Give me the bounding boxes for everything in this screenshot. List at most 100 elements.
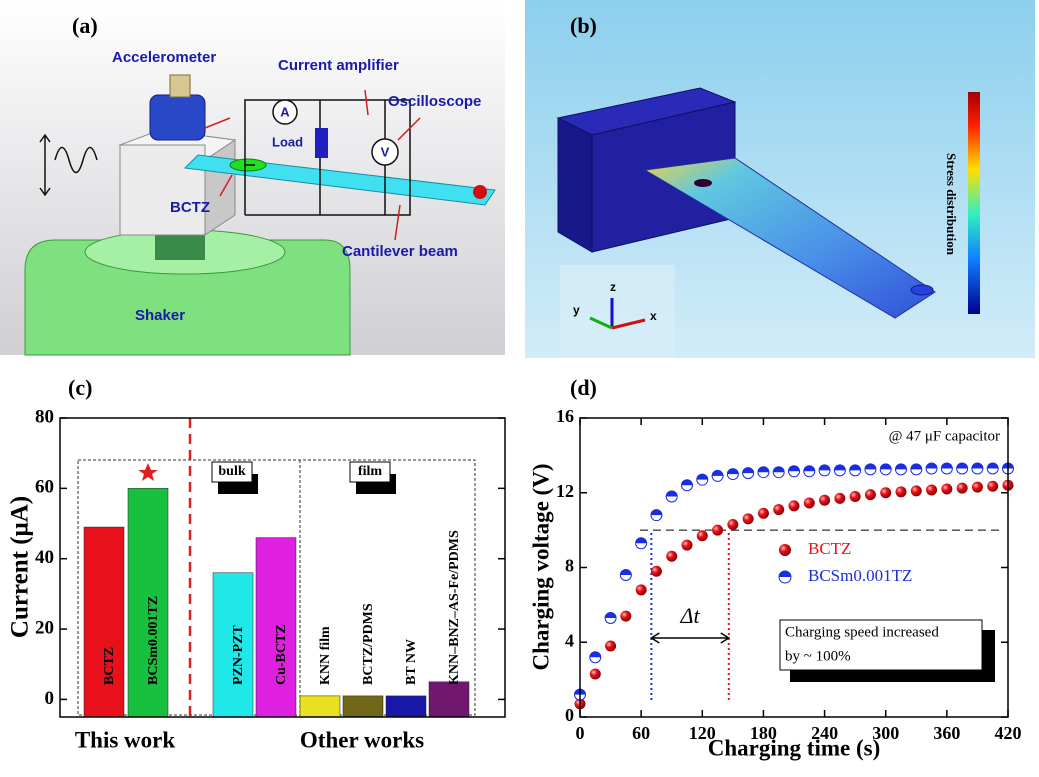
point xyxy=(940,462,953,475)
axis-label: y xyxy=(573,303,580,317)
category-label: PZN-PZT xyxy=(231,624,246,685)
point-half xyxy=(620,569,632,575)
y-tick-label: 0 xyxy=(565,705,574,725)
bar xyxy=(255,537,297,718)
point xyxy=(956,462,969,475)
point xyxy=(849,490,861,502)
bar xyxy=(385,695,427,718)
point-half xyxy=(727,468,739,475)
point xyxy=(834,492,846,504)
point-half xyxy=(650,509,662,516)
label: A xyxy=(280,104,290,119)
point-half xyxy=(681,479,693,486)
point xyxy=(635,584,647,596)
axis-y xyxy=(589,316,613,330)
panel-label: (a) xyxy=(72,13,98,38)
beam xyxy=(643,157,936,319)
point xyxy=(772,466,785,479)
point xyxy=(589,668,601,680)
point-half xyxy=(971,462,983,469)
category-label: KNN film xyxy=(318,626,333,685)
point xyxy=(742,513,754,525)
point-half xyxy=(849,464,861,471)
point xyxy=(727,519,739,531)
point xyxy=(833,464,846,477)
point xyxy=(757,507,769,519)
label: V xyxy=(381,144,390,159)
delta-arrow xyxy=(649,632,731,644)
category-label: KNN–BNZ–AS-Fe/PDMS xyxy=(447,530,462,685)
point-half xyxy=(696,474,708,480)
point xyxy=(711,469,724,482)
point xyxy=(681,539,693,551)
y-tick-label: 80 xyxy=(35,406,54,427)
panel-label: (d) xyxy=(570,375,597,400)
point-half xyxy=(712,470,724,476)
point xyxy=(742,467,755,480)
point-half xyxy=(666,490,678,497)
panel-label: (c) xyxy=(68,375,92,400)
point-half xyxy=(987,462,999,469)
load-resistor xyxy=(315,128,328,158)
legend-label: BCTZ xyxy=(808,539,851,558)
group-label: Other works xyxy=(300,727,424,752)
y-tick-label: 40 xyxy=(35,547,54,568)
point-half xyxy=(589,651,601,658)
label: Load xyxy=(272,134,303,149)
point xyxy=(926,484,938,496)
bar xyxy=(83,526,125,718)
label: Cantilever beam xyxy=(342,243,458,260)
vibration-wave xyxy=(54,146,98,174)
point xyxy=(803,497,815,509)
point-half xyxy=(757,466,769,473)
axis-x xyxy=(611,318,646,330)
point xyxy=(620,610,632,622)
group-label: This work xyxy=(75,727,176,752)
point xyxy=(635,537,648,550)
category-label: BCTZ/PDMS xyxy=(361,603,376,685)
point xyxy=(818,464,831,477)
point xyxy=(666,550,678,562)
category-label: Cu-BCTZ xyxy=(274,624,289,685)
y-tick-label: 0 xyxy=(45,688,55,709)
point xyxy=(788,465,800,478)
point xyxy=(650,565,662,577)
point xyxy=(987,480,999,492)
axis-label: z xyxy=(610,280,616,294)
point xyxy=(864,463,877,476)
point-half xyxy=(773,466,785,473)
label: Current amplifier xyxy=(278,57,399,74)
point xyxy=(665,490,678,503)
point xyxy=(819,494,831,506)
point xyxy=(879,463,892,476)
point xyxy=(696,473,709,486)
bar xyxy=(428,681,470,718)
point xyxy=(803,465,816,478)
point xyxy=(941,483,953,495)
vibration-arrow xyxy=(39,133,51,197)
point xyxy=(971,462,984,475)
point xyxy=(726,468,739,481)
accelerometer-cap xyxy=(169,74,191,98)
point xyxy=(925,462,938,475)
point-half xyxy=(864,463,876,470)
y-axis-label: Current (μA) xyxy=(7,496,34,638)
proof-mass xyxy=(473,185,487,199)
note: by ~ 100% xyxy=(785,648,851,664)
annotation: @ 47 μF capacitor xyxy=(889,428,1000,444)
point-half xyxy=(834,464,846,471)
panel-b: Stress distribution z y x (b) xyxy=(525,0,1035,358)
label: Accelerometer xyxy=(112,49,216,66)
mass xyxy=(910,284,934,296)
category-label: BCTZ xyxy=(102,647,117,685)
plot-frame xyxy=(59,417,506,718)
axis-inset xyxy=(560,265,675,358)
pointer-lines xyxy=(204,89,421,241)
x-tick-label: 360 xyxy=(933,723,960,743)
block-left xyxy=(557,117,593,253)
ammeter xyxy=(272,99,298,125)
point xyxy=(773,504,785,516)
point xyxy=(650,509,663,522)
y-tick-label: 16 xyxy=(556,406,574,426)
point xyxy=(880,487,892,499)
